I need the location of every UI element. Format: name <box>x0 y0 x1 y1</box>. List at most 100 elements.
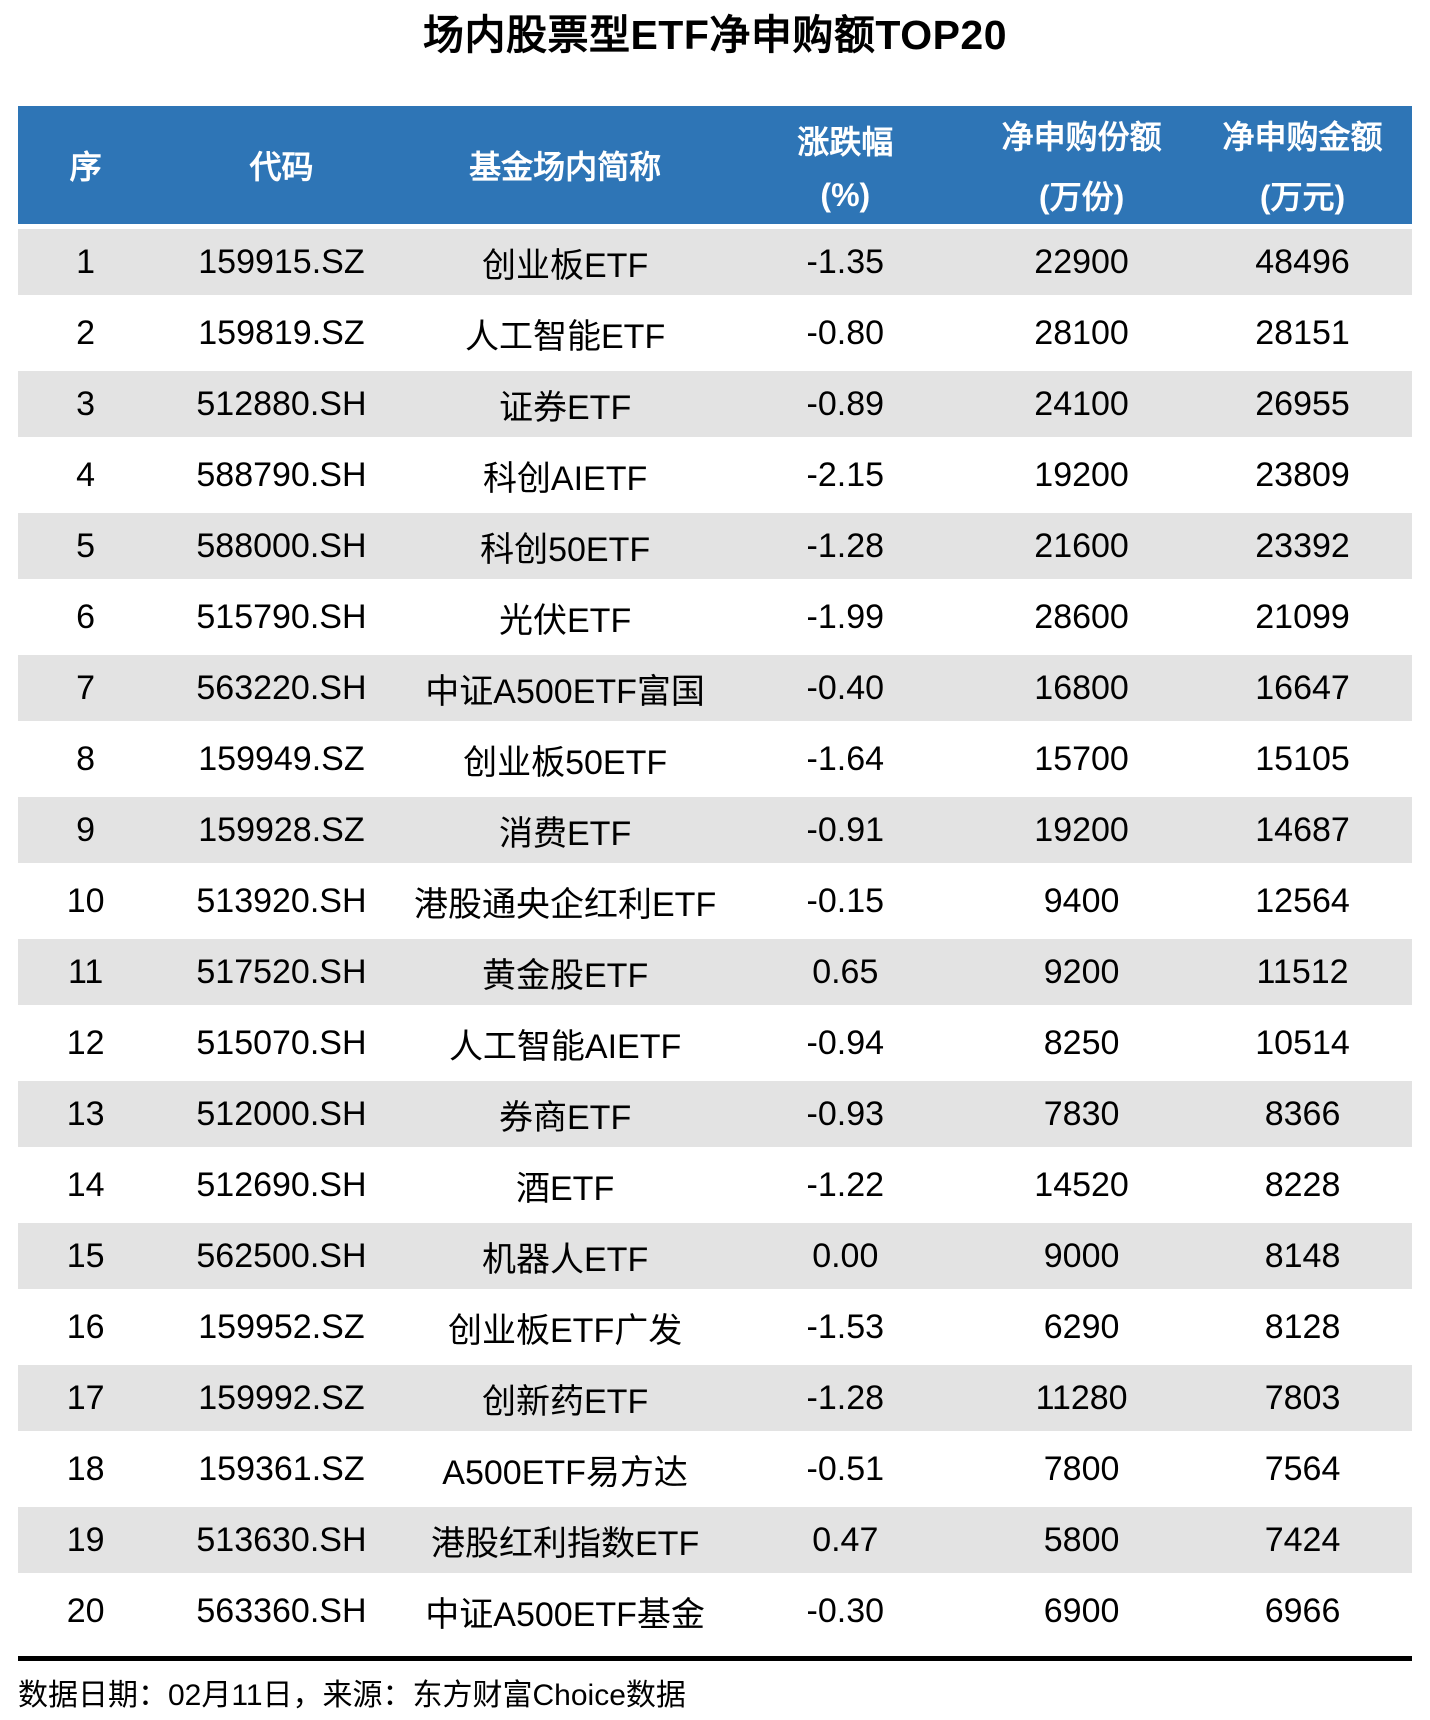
cell-shares: 7800 <box>970 1431 1194 1502</box>
cell-name: 创业板50ETF <box>409 721 721 792</box>
cell-name: 创业板ETF <box>409 224 721 295</box>
cell-name: 消费ETF <box>409 792 721 863</box>
cell-rank: 19 <box>18 1502 154 1573</box>
cell-change: -1.28 <box>720 1360 971 1431</box>
header-label: 净申购金额 <box>1222 119 1383 155</box>
cell-amount: 23809 <box>1193 437 1412 508</box>
table-row: 13 512000.SH 券商ETF -0.93 7830 8366 <box>18 1076 1412 1147</box>
cell-rank: 14 <box>18 1147 154 1218</box>
cell-name: 人工智能AIETF <box>409 1005 721 1076</box>
cell-shares: 9200 <box>970 934 1194 1005</box>
table-row: 14 512690.SH 酒ETF -1.22 14520 8228 <box>18 1147 1412 1218</box>
cell-shares: 8250 <box>970 1005 1194 1076</box>
cell-code: 513920.SH <box>153 863 410 934</box>
cell-name: 黄金股ETF <box>409 934 721 1005</box>
header-label: 序 <box>69 149 102 185</box>
source-note: 数据日期：02月11日，来源：东方财富Choice数据 <box>18 1656 1412 1714</box>
cell-amount: 23392 <box>1193 508 1412 579</box>
cell-amount: 12564 <box>1193 863 1412 934</box>
cell-rank: 3 <box>18 366 154 437</box>
cell-change: -0.91 <box>720 792 971 863</box>
cell-amount: 48496 <box>1193 224 1412 295</box>
cell-change: 0.65 <box>720 934 971 1005</box>
cell-rank: 4 <box>18 437 154 508</box>
cell-rank: 13 <box>18 1076 154 1147</box>
cell-shares: 22900 <box>970 224 1194 295</box>
table-row: 15 562500.SH 机器人ETF 0.00 9000 8148 <box>18 1218 1412 1289</box>
cell-rank: 15 <box>18 1218 154 1289</box>
table-row: 19 513630.SH 港股红利指数ETF 0.47 5800 7424 <box>18 1502 1412 1573</box>
table-row: 4 588790.SH 科创AIETF -2.15 19200 23809 <box>18 437 1412 508</box>
header-label: 基金场内简称 <box>469 149 662 185</box>
header-cell-amount: 净申购金额 (万元) <box>1193 106 1412 224</box>
cell-code: 512690.SH <box>153 1147 410 1218</box>
table-row: 20 563360.SH 中证A500ETF基金 -0.30 6900 6966 <box>18 1573 1412 1644</box>
header-label: 净申购份额 <box>1001 119 1162 155</box>
cell-name: 酒ETF <box>409 1147 721 1218</box>
cell-change: -1.64 <box>720 721 971 792</box>
table-row: 18 159361.SZ A500ETF易方达 -0.51 7800 7564 <box>18 1431 1412 1502</box>
cell-amount: 14687 <box>1193 792 1412 863</box>
cell-rank: 6 <box>18 579 154 650</box>
cell-shares: 24100 <box>970 366 1194 437</box>
etf-table: 序 代码 基金场内简称 涨跌幅 (%) 净申购份额 (万份) 净申购金额 <box>18 106 1412 1644</box>
cell-name: A500ETF易方达 <box>409 1431 721 1502</box>
table-row: 17 159992.SZ 创新药ETF -1.28 11280 7803 <box>18 1360 1412 1431</box>
cell-code: 563220.SH <box>153 650 410 721</box>
header-row: 序 代码 基金场内简称 涨跌幅 (%) 净申购份额 (万份) 净申购金额 <box>18 106 1412 224</box>
cell-amount: 26955 <box>1193 366 1412 437</box>
cell-amount: 8366 <box>1193 1076 1412 1147</box>
cell-change: -1.22 <box>720 1147 971 1218</box>
cell-shares: 14520 <box>970 1147 1194 1218</box>
cell-rank: 9 <box>18 792 154 863</box>
cell-rank: 17 <box>18 1360 154 1431</box>
cell-code: 512880.SH <box>153 366 410 437</box>
cell-amount: 21099 <box>1193 579 1412 650</box>
cell-rank: 12 <box>18 1005 154 1076</box>
header-unit: (万元) <box>1259 179 1346 215</box>
cell-name: 创新药ETF <box>409 1360 721 1431</box>
cell-rank: 11 <box>18 934 154 1005</box>
cell-rank: 2 <box>18 295 154 366</box>
cell-code: 563360.SH <box>153 1573 410 1644</box>
cell-shares: 5800 <box>970 1502 1194 1573</box>
cell-rank: 5 <box>18 508 154 579</box>
cell-rank: 8 <box>18 721 154 792</box>
cell-rank: 10 <box>18 863 154 934</box>
cell-shares: 6900 <box>970 1573 1194 1644</box>
cell-change: -0.51 <box>720 1431 971 1502</box>
cell-change: -0.40 <box>720 650 971 721</box>
cell-change: -0.94 <box>720 1005 971 1076</box>
table-row: 12 515070.SH 人工智能AIETF -0.94 8250 10514 <box>18 1005 1412 1076</box>
cell-change: -1.35 <box>720 224 971 295</box>
table-row: 3 512880.SH 证券ETF -0.89 24100 26955 <box>18 366 1412 437</box>
cell-shares: 6290 <box>970 1289 1194 1360</box>
cell-amount: 16647 <box>1193 650 1412 721</box>
cell-amount: 15105 <box>1193 721 1412 792</box>
cell-name: 人工智能ETF <box>409 295 721 366</box>
table-row: 10 513920.SH 港股通央企红利ETF -0.15 9400 12564 <box>18 863 1412 934</box>
cell-amount: 28151 <box>1193 295 1412 366</box>
cell-amount: 10514 <box>1193 1005 1412 1076</box>
cell-code: 159992.SZ <box>153 1360 410 1431</box>
cell-name: 创业板ETF广发 <box>409 1289 721 1360</box>
cell-code: 562500.SH <box>153 1218 410 1289</box>
table-row: 11 517520.SH 黄金股ETF 0.65 9200 11512 <box>18 934 1412 1005</box>
cell-change: -1.99 <box>720 579 971 650</box>
cell-amount: 8148 <box>1193 1218 1412 1289</box>
cell-change: -1.53 <box>720 1289 971 1360</box>
table-row: 9 159928.SZ 消费ETF -0.91 19200 14687 <box>18 792 1412 863</box>
cell-amount: 7564 <box>1193 1431 1412 1502</box>
cell-change: -2.15 <box>720 437 971 508</box>
cell-code: 513630.SH <box>153 1502 410 1573</box>
header-cell-change: 涨跌幅 (%) <box>720 106 971 224</box>
table-row: 1 159915.SZ 创业板ETF -1.35 22900 48496 <box>18 224 1412 295</box>
cell-amount: 8128 <box>1193 1289 1412 1360</box>
cell-name: 机器人ETF <box>409 1218 721 1289</box>
cell-amount: 7424 <box>1193 1502 1412 1573</box>
header-cell-shares: 净申购份额 (万份) <box>970 106 1194 224</box>
cell-code: 515790.SH <box>153 579 410 650</box>
cell-code: 159928.SZ <box>153 792 410 863</box>
cell-change: -0.93 <box>720 1076 971 1147</box>
